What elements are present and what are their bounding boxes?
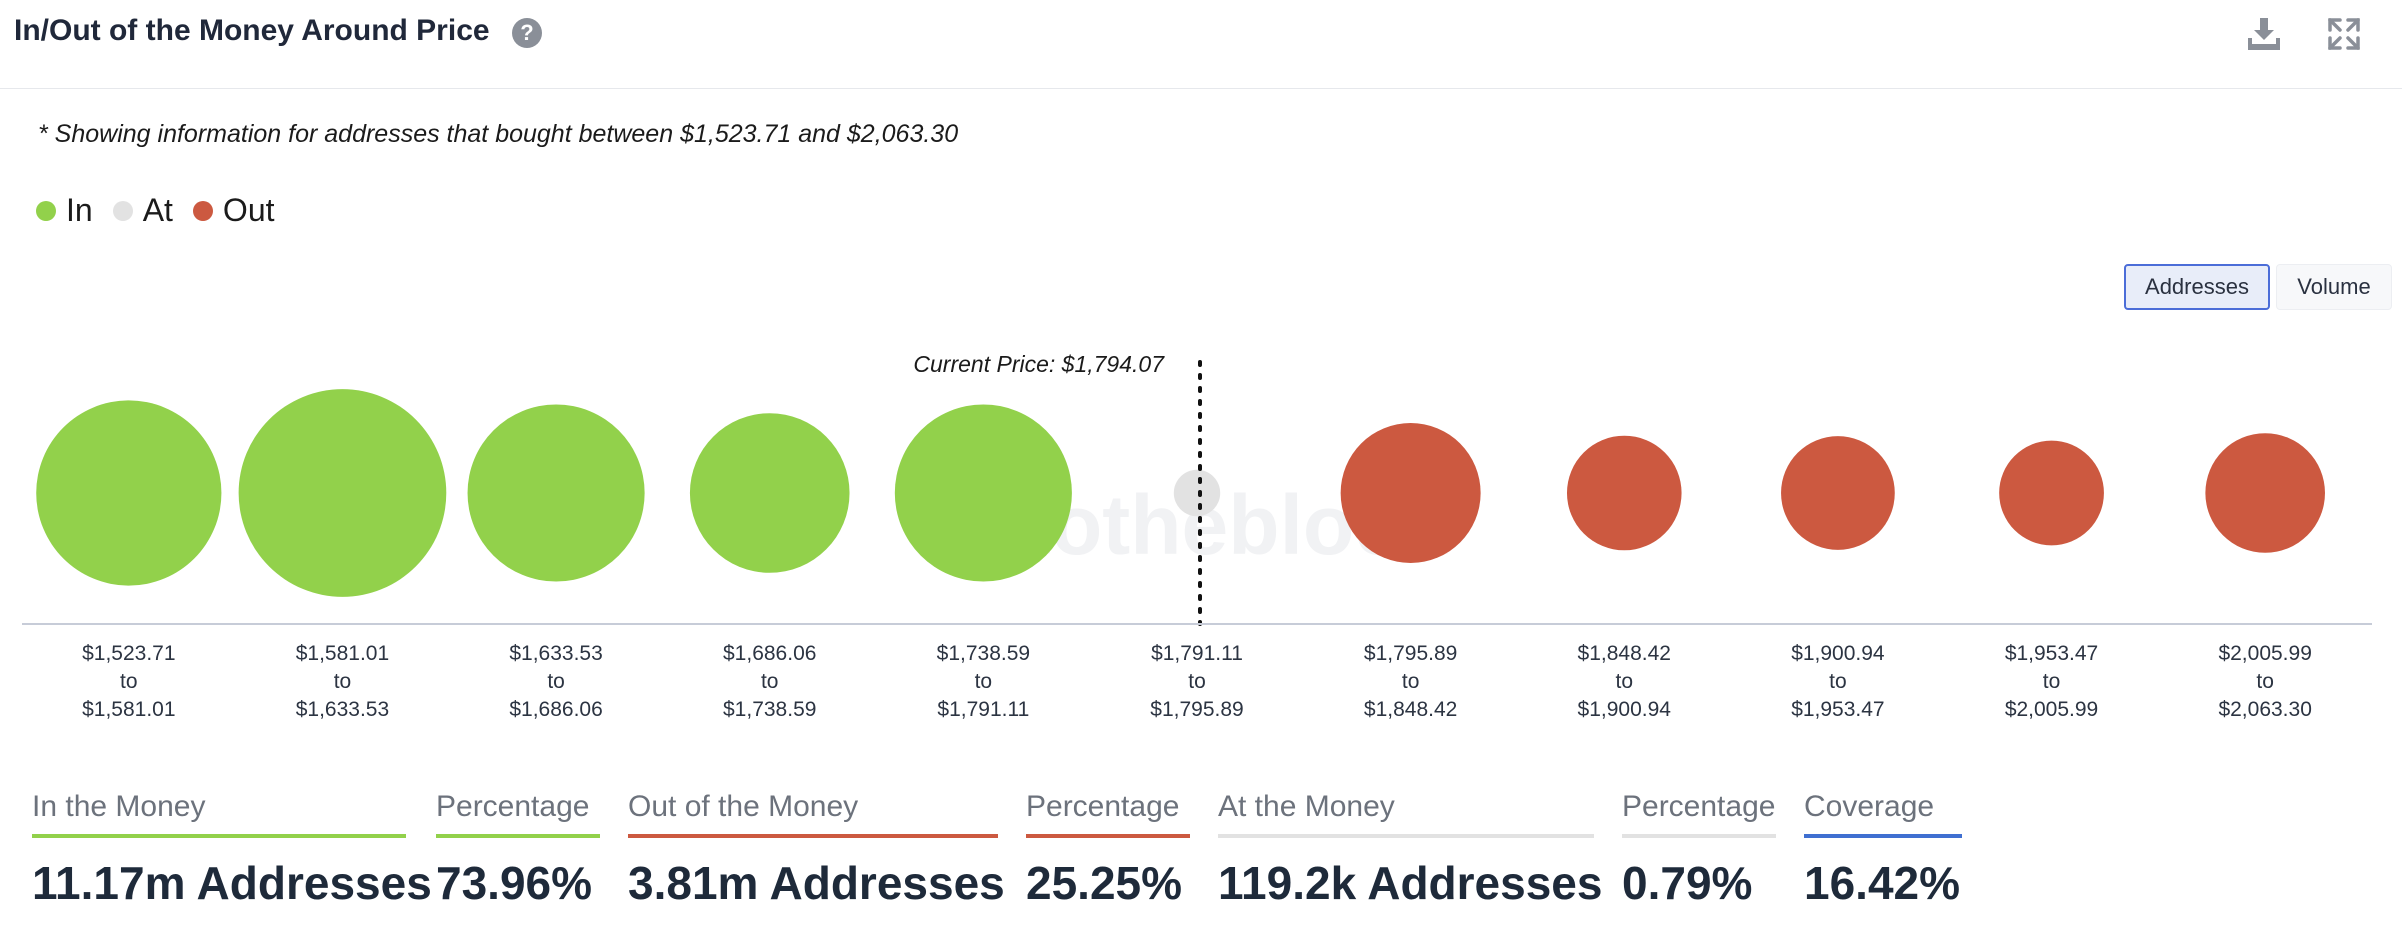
addresses-toggle-button[interactable]: Addresses [2124, 264, 2270, 310]
range-to-label: to [334, 670, 352, 693]
stat-underline [1218, 834, 1594, 838]
stat-label: Percentage [1622, 790, 1776, 823]
legend-dot-in [36, 200, 56, 221]
range-high-label: $2,005.99 [2005, 698, 2098, 721]
range-note: * Showing information for addresses that… [38, 120, 959, 148]
stat-underline [1804, 834, 1962, 838]
chart-legend: In At Out [36, 192, 295, 229]
legend-dot-out [192, 200, 213, 221]
stat-value: 119.2k Addresses [1218, 857, 1603, 909]
stat-underline [32, 834, 406, 838]
stat-value: 16.42% [1804, 857, 1961, 909]
stat-underline [1026, 834, 1190, 838]
legend-item-out[interactable]: Out [192, 192, 275, 229]
range-high-label: $1,900.94 [1578, 698, 1672, 721]
legend-dot-at [112, 200, 133, 221]
bubble-out [2205, 433, 2325, 553]
current-price-label: Current Price: $1,794.07 [913, 351, 1165, 377]
stat-value: 73.96% [436, 857, 593, 909]
bubble-out [1999, 440, 2104, 546]
bubble-at [1173, 469, 1221, 517]
expand-icon[interactable] [2324, 14, 2364, 54]
stat-value: 3.81m Addresses [628, 857, 1005, 909]
range-low-label: $1,848.42 [1578, 642, 1671, 665]
range-low-label: $1,738.59 [937, 642, 1030, 665]
range-to-label: to [2256, 670, 2274, 693]
range-to-label: to [547, 670, 565, 693]
volume-toggle-button[interactable]: Volume [2276, 264, 2392, 310]
legend-item-at[interactable]: At [112, 192, 173, 229]
stat-in-the-money: In the Money 11.17m Addresses [32, 790, 432, 910]
range-low-label: $1,795.89 [1364, 642, 1457, 665]
range-high-label: $2,063.30 [2218, 698, 2311, 721]
range-to-label: to [1402, 670, 1420, 693]
range-to-label: to [1188, 670, 1206, 693]
stat-label: In the Money [32, 790, 206, 823]
range-high-label: $1,848.42 [1364, 698, 1457, 721]
range-low-label: $1,523.71 [82, 642, 175, 665]
question-circle-icon[interactable]: ? [512, 18, 542, 48]
bubble-out [1781, 436, 1895, 550]
range-low-label: $1,953.47 [2005, 642, 2098, 665]
range-to-label: to [120, 670, 138, 693]
range-low-label: $2,005.99 [2218, 642, 2311, 665]
bubble-in [689, 413, 850, 573]
download-icon[interactable] [2244, 14, 2284, 54]
stat-in-percentage: Percentage 73.96% [436, 790, 600, 910]
bubble-out [1566, 435, 1682, 551]
widget-header: In/Out of the Money Around Price ? [0, 0, 2402, 89]
range-to-label: to [975, 670, 993, 693]
bubble-in [467, 404, 645, 582]
stat-underline [628, 834, 998, 838]
bubble-in [36, 400, 222, 586]
range-high-label: $1,686.06 [509, 698, 602, 721]
stat-label: Out of the Money [628, 790, 859, 823]
range-to-label: to [2043, 670, 2061, 693]
stat-label: Percentage [1026, 790, 1180, 823]
range-high-label: $1,581.01 [82, 698, 175, 721]
stat-underline [436, 834, 600, 838]
range-low-label: $1,633.53 [509, 642, 602, 665]
stat-label: At the Money [1218, 790, 1395, 823]
stat-value: 11.17m Addresses [32, 857, 432, 909]
range-to-label: to [1616, 670, 1634, 693]
range-low-label: $1,686.06 [723, 642, 816, 665]
bubble-out [1340, 423, 1481, 563]
stat-underline [1622, 834, 1776, 838]
range-low-label: $1,791.11 [1151, 642, 1243, 665]
stat-value: 0.79% [1622, 857, 1753, 909]
range-low-label: $1,900.94 [1791, 642, 1885, 665]
stat-at-the-money: At the Money 119.2k Addresses [1218, 790, 1603, 910]
legend-label-out: Out [222, 192, 275, 228]
stat-coverage: Coverage 16.42% [1804, 790, 1962, 910]
bubble-in [894, 404, 1072, 582]
range-low-label: $1,581.01 [296, 642, 389, 665]
stat-label: Coverage [1804, 790, 1935, 823]
stat-at-percentage: Percentage 0.79% [1622, 790, 1776, 910]
legend-label-in: In [66, 192, 93, 228]
legend-item-in[interactable]: In [36, 192, 93, 229]
range-high-label: $1,791.11 [937, 698, 1029, 721]
widget-title: In/Out of the Money Around Price [14, 14, 490, 47]
range-high-label: $1,795.89 [1150, 698, 1243, 721]
range-to-label: to [1829, 670, 1847, 693]
stat-value: 25.25% [1026, 857, 1183, 909]
range-high-label: $1,953.47 [1791, 698, 1884, 721]
stat-label: Percentage [436, 790, 590, 823]
range-high-label: $1,738.59 [723, 698, 816, 721]
stat-out-percentage: Percentage 25.25% [1026, 790, 1190, 910]
range-high-label: $1,633.53 [296, 698, 389, 721]
stat-out-of-the-money: Out of the Money 3.81m Addresses [628, 790, 1005, 910]
range-to-label: to [761, 670, 779, 693]
bubble-in [238, 389, 447, 597]
legend-label-at: At [142, 192, 173, 228]
